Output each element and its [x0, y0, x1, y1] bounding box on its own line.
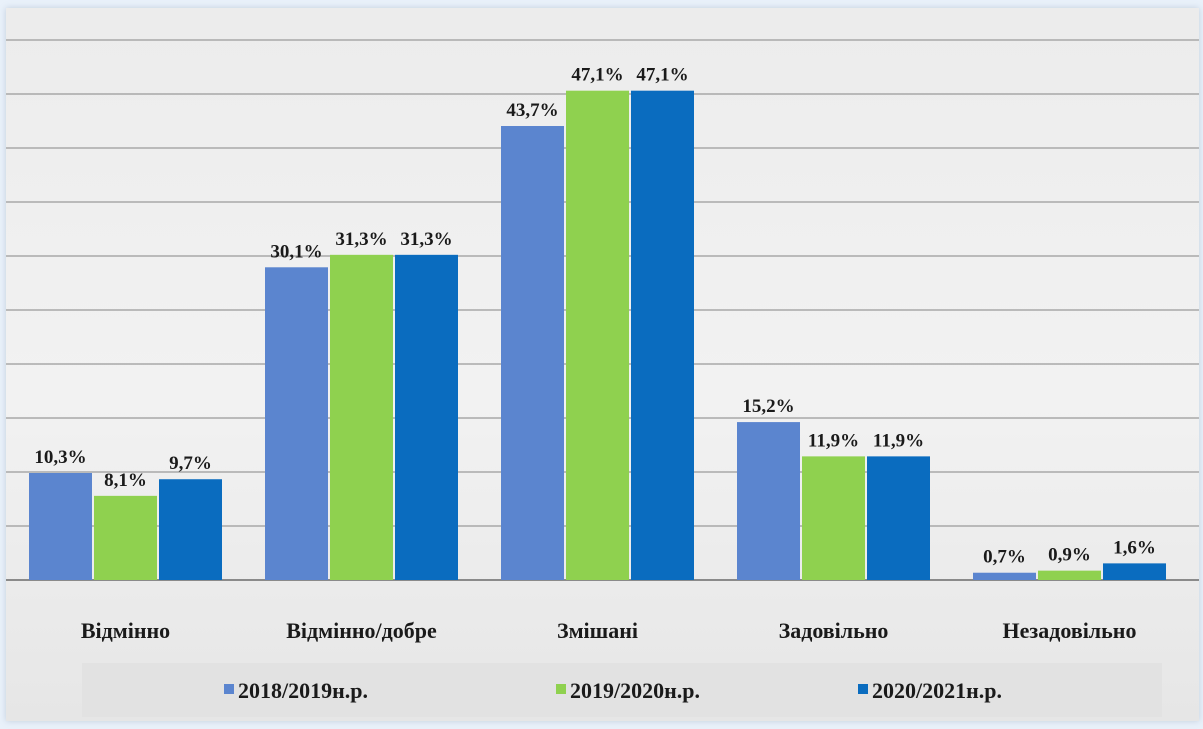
- data-label: 11,9%: [873, 430, 924, 451]
- data-label: 47,1%: [571, 65, 623, 86]
- legend-swatch: [224, 684, 234, 694]
- bar-3-1: [802, 456, 865, 580]
- data-label: 47,1%: [636, 65, 688, 86]
- bar-1-0: [265, 267, 328, 580]
- bar-1-1: [330, 254, 393, 581]
- data-label: 30,1%: [270, 241, 322, 262]
- bar-4-2: [1103, 563, 1166, 580]
- legend-label: 2020/2021н.р.: [872, 678, 1002, 703]
- data-label: 31,3%: [335, 229, 387, 250]
- bar-0-2: [159, 479, 222, 580]
- data-label: 9,7%: [169, 453, 212, 474]
- legend-swatch: [858, 684, 868, 694]
- category-label: Незадовільно: [1003, 618, 1137, 643]
- bar-4-0: [973, 572, 1036, 580]
- category-label: Задовільно: [779, 618, 889, 643]
- legend-label: 2019/2020н.р.: [570, 678, 700, 703]
- bar-chart: 10,3% 8,1% 9,7% 30,1% 31,3% 31,3% 43,7% 47,1% 47…: [6, 39, 1199, 717]
- data-label: 43,7%: [506, 100, 558, 121]
- data-label: 11,9%: [808, 430, 859, 451]
- chart-frame: 10,3% 8,1% 9,7% 30,1% 31,3% 31,3% 43,7% 47,1% 47…: [6, 8, 1199, 721]
- data-label: 31,3%: [400, 229, 452, 250]
- bar-0-0: [29, 472, 92, 580]
- bar-1-2: [395, 254, 458, 581]
- bar-2-0: [501, 126, 564, 580]
- bar-0-1: [94, 495, 157, 580]
- data-label: 0,7%: [983, 547, 1026, 568]
- data-label: 15,2%: [742, 396, 794, 417]
- category-label: Відмінно/добре: [286, 618, 437, 643]
- data-label: 0,9%: [1048, 545, 1091, 566]
- bar-3-2: [867, 456, 930, 580]
- bar-4-1: [1038, 570, 1101, 580]
- legend-box: [82, 663, 1162, 717]
- bar-2-1: [566, 90, 629, 580]
- category-label: Змішані: [557, 618, 638, 643]
- bar-2-2: [631, 90, 694, 580]
- legend: 2018/2019н.р. 2019/2020н.р. 2020/2021н.р.: [224, 678, 1002, 703]
- bars: [29, 90, 1166, 581]
- data-labels: 10,3% 8,1% 9,7% 30,1% 31,3% 31,3% 43,7% 47,1% 47…: [34, 65, 1156, 568]
- category-label: Відмінно: [81, 618, 170, 643]
- data-label: 8,1%: [104, 470, 147, 491]
- bar-3-0: [737, 422, 800, 580]
- data-label: 1,6%: [1113, 537, 1156, 558]
- legend-swatch: [556, 684, 566, 694]
- data-label: 10,3%: [34, 447, 86, 468]
- category-labels: Відмінно Відмінно/добре Змішані Задовільно Н…: [81, 618, 1137, 643]
- legend-label: 2018/2019н.р.: [238, 678, 368, 703]
